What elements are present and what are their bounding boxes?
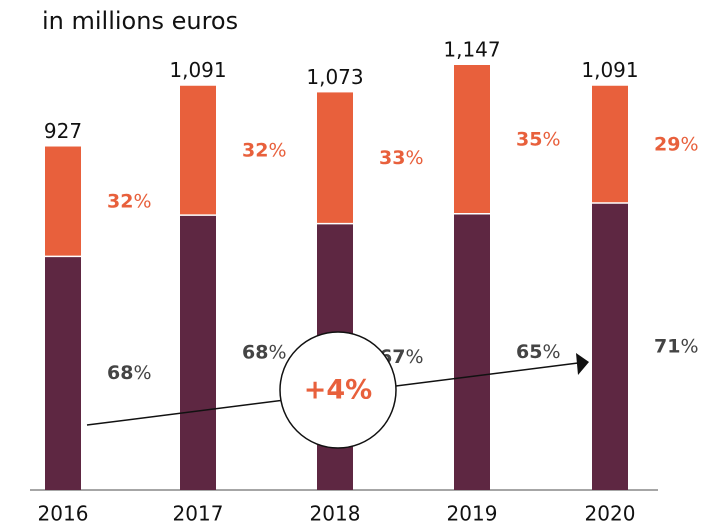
segment-unit: % xyxy=(268,139,286,161)
bar-segment xyxy=(454,213,490,490)
segment-unit: % xyxy=(680,133,698,155)
segment-unit: % xyxy=(542,128,560,150)
x-tick-label: 2020 xyxy=(585,502,636,526)
segment-label: 65% xyxy=(516,340,561,362)
segment-label: 33% xyxy=(379,147,424,169)
segment-value: 68 xyxy=(107,362,133,384)
x-tick-label: 2017 xyxy=(173,502,224,526)
total-label: 1,073 xyxy=(306,65,363,89)
arrow-head xyxy=(576,353,589,375)
segment-label: 35% xyxy=(516,128,561,150)
segment-unit: % xyxy=(680,335,698,357)
bar-segment xyxy=(45,146,81,257)
segment-label: 32% xyxy=(107,190,152,212)
bar-segment xyxy=(317,92,353,224)
segment-unit: % xyxy=(268,341,286,363)
segment-unit: % xyxy=(405,147,423,169)
total-label: 1,147 xyxy=(443,38,500,62)
segment-value: 33 xyxy=(379,147,405,169)
total-label: 1,091 xyxy=(169,58,226,82)
x-tick-label: 2016 xyxy=(38,502,89,526)
total-label: 927 xyxy=(44,119,82,143)
bar-segment xyxy=(454,65,490,214)
x-tick-label: 2019 xyxy=(447,502,498,526)
segment-label: 71% xyxy=(654,335,699,357)
segment-label: 32% xyxy=(242,139,287,161)
segment-label: 68% xyxy=(242,341,287,363)
segment-unit: % xyxy=(133,362,151,384)
segment-value: 71 xyxy=(654,335,680,357)
chart-title: in millions euros xyxy=(42,7,238,35)
bar-segment xyxy=(45,256,81,490)
segment-label: 29% xyxy=(654,133,699,155)
bar-segment xyxy=(180,215,216,490)
segment-value: 35 xyxy=(516,128,542,150)
segment-label: 68% xyxy=(107,362,152,384)
bar-segment xyxy=(592,202,628,490)
total-label: 1,091 xyxy=(581,58,638,82)
segment-value: 29 xyxy=(654,133,680,155)
bar-segment xyxy=(180,85,216,216)
x-tick-label: 2018 xyxy=(310,502,361,526)
segment-value: 32 xyxy=(107,190,133,212)
annotation: +4% xyxy=(304,375,372,406)
segment-unit: % xyxy=(405,345,423,367)
segment-value: 32 xyxy=(242,139,268,161)
bar-segment xyxy=(592,85,628,203)
annotation-circle xyxy=(279,331,397,449)
segment-unit: % xyxy=(542,340,560,362)
segment-value: 68 xyxy=(242,341,268,363)
segment-value: 65 xyxy=(516,340,542,362)
segment-unit: % xyxy=(133,190,151,212)
